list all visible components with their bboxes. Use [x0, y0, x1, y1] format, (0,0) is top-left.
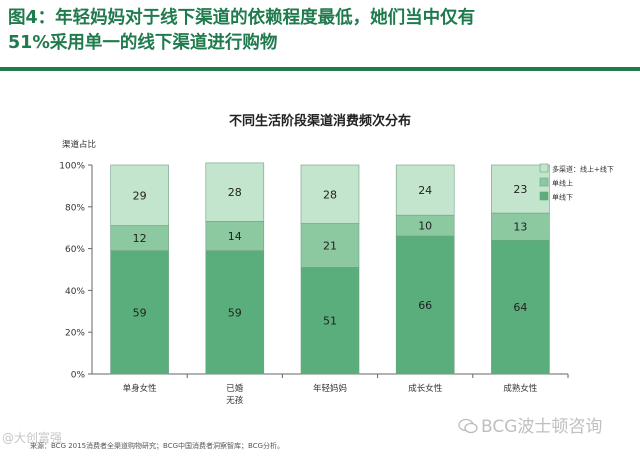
watermark-left: @大创富强 [2, 431, 63, 445]
legend-label: 多渠道：线上+线下 [552, 165, 614, 174]
bar-value-label: 12 [133, 232, 147, 245]
y-tick-label: 80% [65, 203, 85, 213]
bar-value-label: 66 [418, 299, 432, 312]
bar-segment [491, 212, 550, 241]
y-tick-label: 20% [65, 329, 85, 339]
chart-title: 不同生活阶段渠道消费频次分布 [228, 114, 411, 129]
bar-segment [300, 223, 360, 268]
bar-value-label: 59 [133, 306, 147, 319]
bar-value-label: 28 [323, 188, 337, 201]
bar-value-label: 10 [418, 220, 432, 233]
source-note: 来源：BCG 2015消费者全渠道购物研究；BCG中国消费者洞察智库；BCG分析… [30, 442, 285, 450]
x-tick-label: 年轻妈妈 [313, 383, 347, 394]
bar-segment [395, 164, 455, 216]
bar-value-label: 28 [228, 186, 242, 199]
headline-line-1: 图4：年轻妈妈对于线下渠道的依赖程度最低，她们当中仅有 [8, 8, 476, 28]
headline: 图4：年轻妈妈对于线下渠道的依赖程度最低，她们当中仅有 51%采用单一的线下渠道… [8, 6, 634, 56]
legend-swatch [539, 163, 549, 173]
x-tick-label: 无孩 [226, 395, 244, 406]
bar-value-label: 64 [513, 301, 527, 314]
legend-swatch [539, 177, 549, 187]
legend-swatch [539, 191, 549, 201]
y-axis-label: 渠道占比 [62, 139, 96, 150]
bar-segment [491, 239, 550, 375]
bar-value-label: 14 [228, 230, 242, 243]
y-tick-label: 100% [59, 162, 85, 172]
bar-value-label: 59 [228, 306, 242, 319]
x-tick-label: 成长女性 [408, 383, 443, 394]
y-tick-label: 0% [71, 371, 86, 381]
bar-value-label: 23 [513, 183, 527, 196]
y-tick-label: 60% [65, 245, 85, 255]
bar-segment [300, 267, 360, 375]
headline-line-2: 51%采用单一的线下渠道进行购物 [8, 33, 278, 53]
bar-value-label: 13 [513, 221, 527, 234]
bar-value-label: 29 [133, 189, 147, 202]
legend-label: 单线上 [552, 179, 573, 188]
header-rule [0, 67, 640, 71]
bar-segment [491, 164, 550, 214]
bar-segment [110, 164, 169, 226]
x-tick-label: 已婚 [226, 383, 244, 394]
bar-segment [395, 235, 455, 375]
bar-segment [205, 162, 265, 222]
wechat-icon [458, 418, 478, 434]
bar-segment [110, 250, 169, 375]
watermark-right: BCG波士顿咨询 [458, 412, 602, 437]
bar-segment [205, 221, 265, 251]
bar-value-label: 51 [323, 315, 337, 328]
bar-value-label: 24 [418, 184, 432, 197]
bar-value-label: 21 [323, 239, 337, 252]
x-tick-label: 单身女性 [123, 383, 158, 394]
legend-label: 单线下 [552, 193, 573, 202]
watermark-right-text: BCG波士顿咨询 [481, 417, 603, 437]
x-tick-label: 成熟女性 [503, 383, 538, 394]
bar-segment [205, 250, 265, 375]
y-tick-label: 40% [65, 287, 85, 297]
bar-segment [300, 164, 360, 224]
